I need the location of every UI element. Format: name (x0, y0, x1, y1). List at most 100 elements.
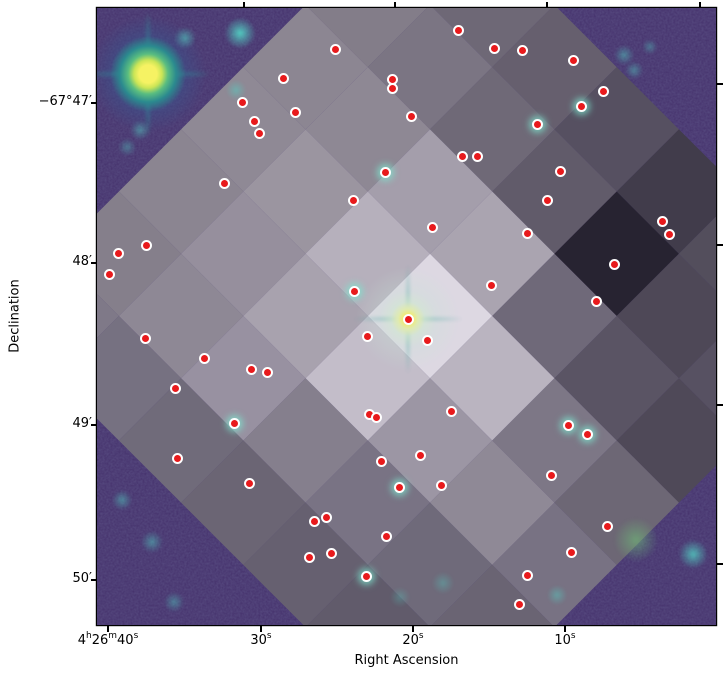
x-tick-label: 4h26m40s (77, 631, 139, 648)
y-tick-right (716, 83, 723, 85)
source-marker (575, 100, 587, 112)
source-marker (308, 515, 320, 527)
source-marker (590, 295, 602, 307)
source-marker (562, 419, 574, 431)
source-marker (171, 452, 183, 464)
sky-blob (112, 490, 132, 510)
x-tick-bottom (412, 625, 414, 632)
y-tick-label: 49′ (72, 416, 93, 431)
source-marker (405, 110, 417, 122)
sky-blob (614, 45, 634, 65)
source-marker (245, 363, 257, 375)
sky-blob (164, 592, 184, 612)
source-marker (243, 477, 255, 489)
sky-blob (118, 138, 136, 156)
source-marker (329, 43, 341, 55)
source-marker (414, 449, 426, 461)
source-marker (521, 227, 533, 239)
bright-star (97, 12, 210, 136)
source-marker (139, 332, 151, 344)
y-tick-label: 48′ (72, 254, 93, 269)
sky-blob (625, 61, 643, 79)
source-marker (597, 85, 609, 97)
source-marker (663, 228, 675, 240)
source-marker (488, 42, 500, 54)
sky-blob (642, 39, 658, 55)
source-marker (325, 547, 337, 559)
source-marker (140, 239, 152, 251)
source-marker (452, 24, 464, 36)
x-tick-label: 30s (250, 631, 272, 648)
x-tick-top (394, 1, 396, 8)
y-tick-right (716, 244, 723, 246)
y-tick-label: 50′ (72, 571, 93, 586)
source-marker (516, 44, 528, 56)
source-marker (248, 115, 260, 127)
source-marker (261, 366, 273, 378)
source-marker (541, 194, 553, 206)
source-marker (531, 118, 543, 130)
x-tick-label: 20s (402, 631, 424, 648)
source-marker (103, 268, 115, 280)
x-tick-label: 10s (554, 631, 576, 648)
source-marker (426, 221, 438, 233)
source-marker (545, 469, 557, 481)
star-core (97, 12, 210, 136)
y-tick-left (90, 579, 97, 581)
source-marker (375, 455, 387, 467)
source-marker (289, 106, 301, 118)
source-marker (435, 479, 447, 491)
source-marker (608, 258, 620, 270)
source-marker (228, 417, 240, 429)
y-tick-left (90, 102, 97, 104)
source-marker (485, 279, 497, 291)
source-marker (380, 530, 392, 542)
source-marker (567, 54, 579, 66)
sky-blob (141, 531, 163, 553)
source-marker (348, 285, 360, 297)
source-marker (360, 570, 372, 582)
source-marker (565, 546, 577, 558)
source-marker (456, 150, 468, 162)
source-marker (521, 569, 533, 581)
y-tick-right (716, 404, 723, 406)
source-marker (112, 247, 124, 259)
source-marker (169, 382, 181, 394)
source-marker (361, 330, 373, 342)
source-marker (656, 215, 668, 227)
plot-area (97, 8, 716, 625)
y-tick-label: −67°47′ (38, 94, 92, 109)
x-tick-bottom (260, 625, 262, 632)
y-tick-right (716, 563, 723, 565)
source-marker (402, 313, 414, 325)
y-tick-left (90, 424, 97, 426)
source-marker (393, 481, 405, 493)
source-marker (601, 520, 613, 532)
source-marker (421, 334, 433, 346)
source-marker (347, 194, 359, 206)
x-tick-bottom (107, 625, 109, 632)
source-marker (303, 551, 315, 563)
source-marker (471, 150, 483, 162)
source-marker (320, 511, 332, 523)
source-marker (218, 177, 230, 189)
source-marker (386, 82, 398, 94)
source-marker (445, 405, 457, 417)
x-tick-top (546, 1, 548, 8)
source-marker (581, 428, 593, 440)
source-marker (198, 352, 210, 364)
sky-blob (224, 17, 256, 49)
x-tick-top (243, 1, 245, 8)
source-marker (253, 127, 265, 139)
source-marker (513, 598, 525, 610)
source-marker (236, 96, 248, 108)
x-axis-label: Right Ascension (354, 653, 459, 668)
y-axis-label: Declination (7, 279, 23, 353)
source-marker (370, 411, 382, 423)
x-tick-bottom (564, 625, 566, 632)
x-tick-top (699, 1, 701, 8)
sky-blob (678, 539, 708, 569)
source-marker (379, 166, 391, 178)
source-marker (554, 165, 566, 177)
